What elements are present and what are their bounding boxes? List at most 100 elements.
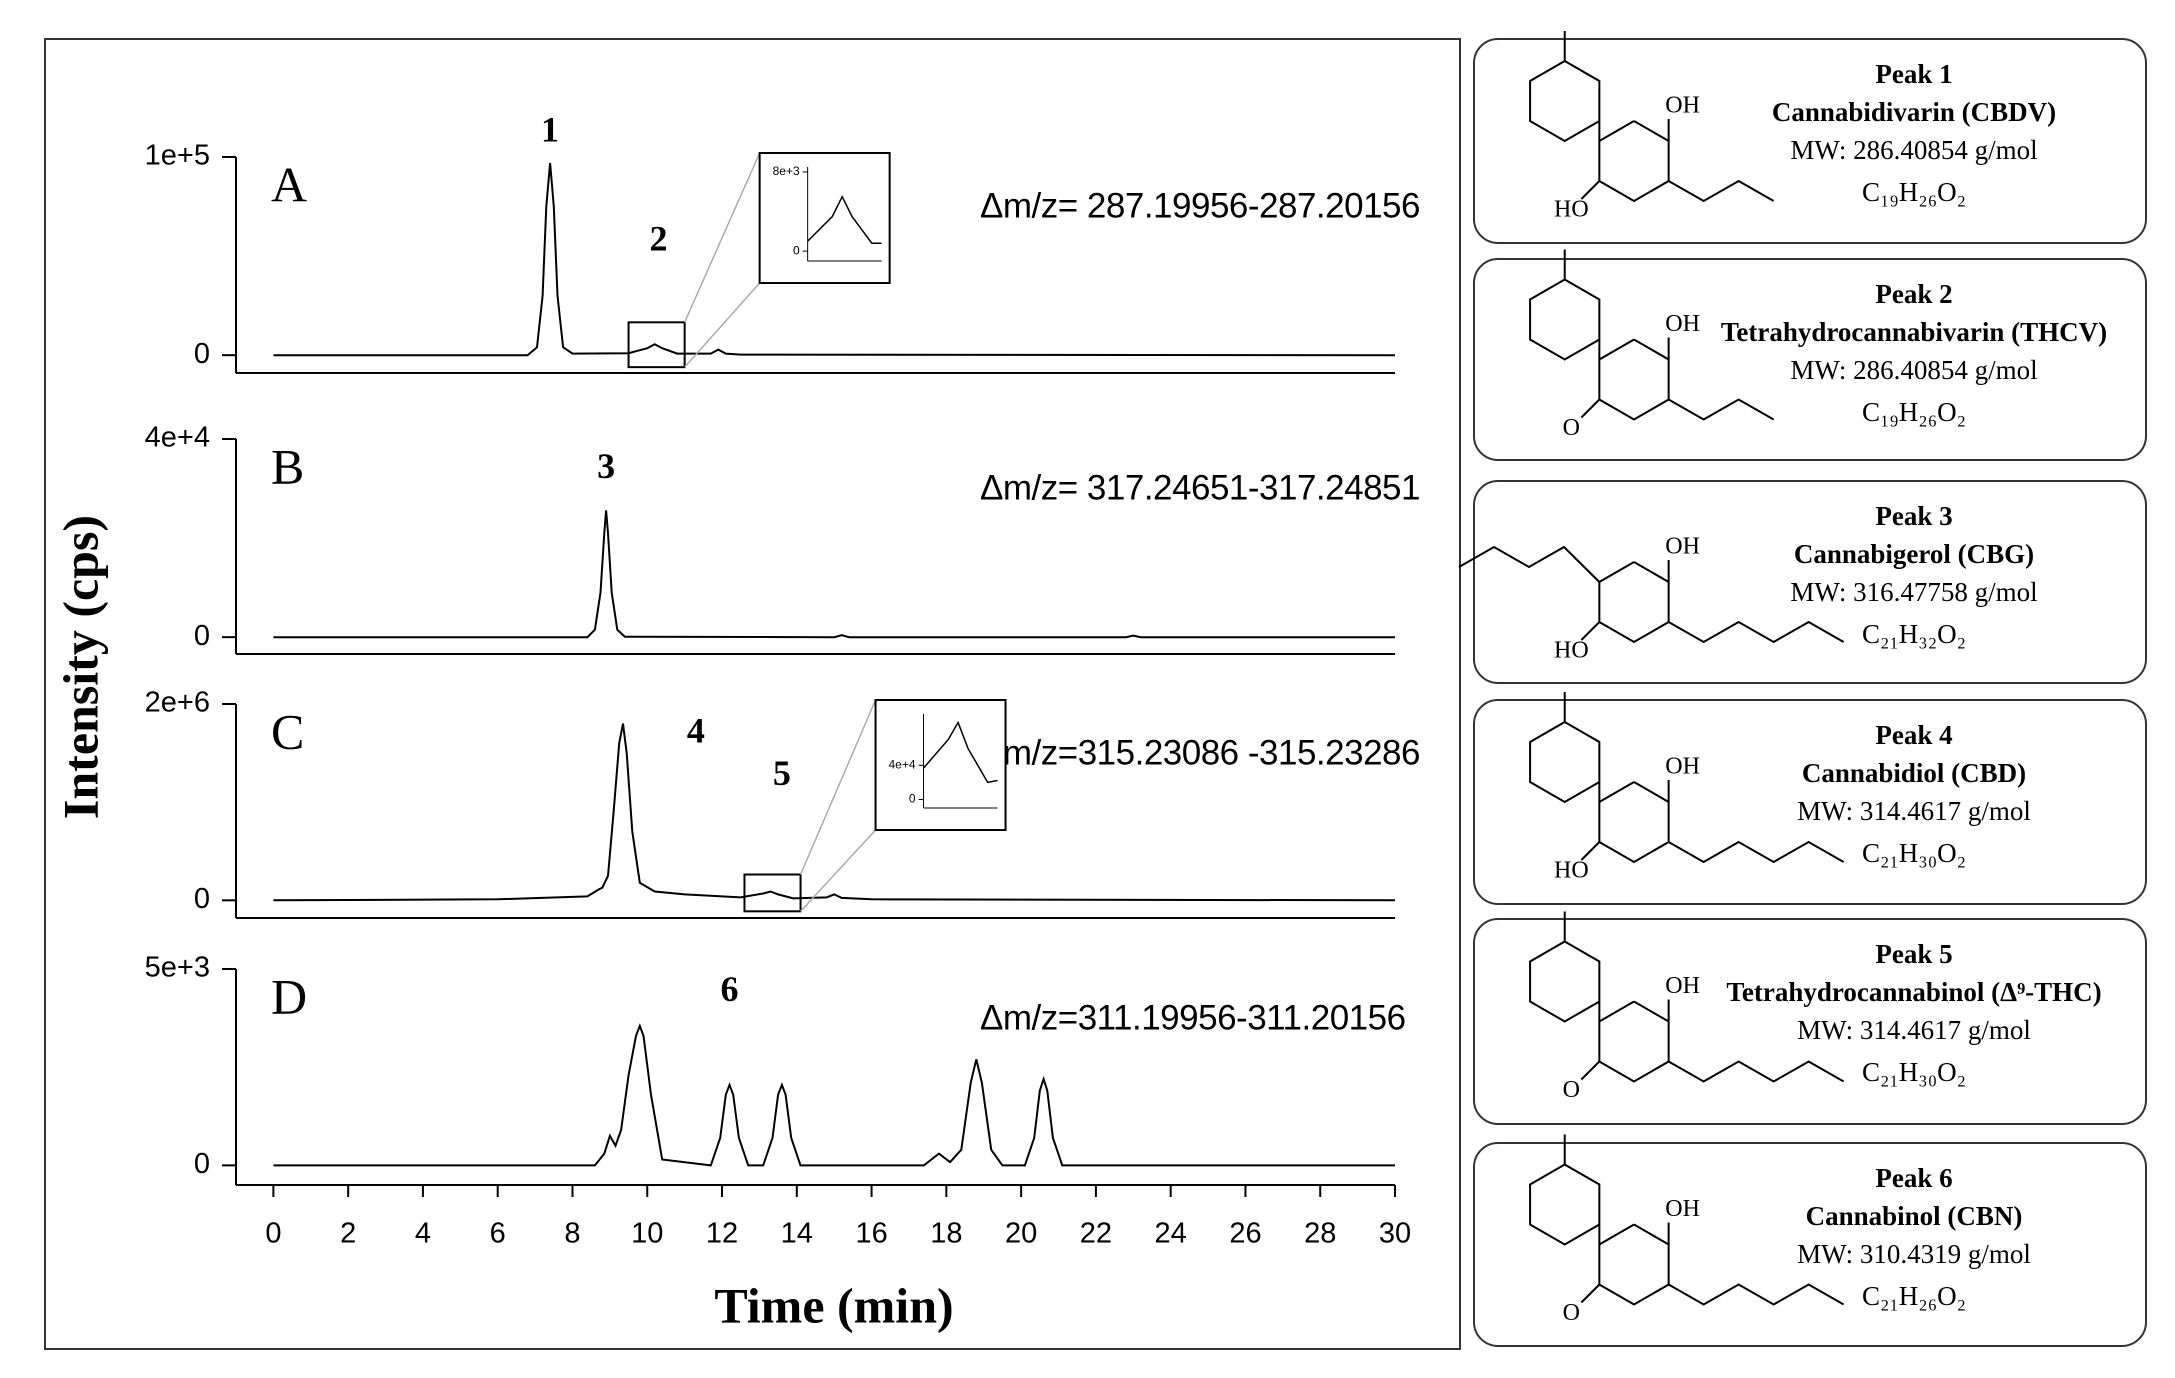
x-tick-label: 0 bbox=[265, 1218, 281, 1250]
compound-card: OH O Peak 5 Tetrahydrocannabinol (Δ⁹-THC) MW… bbox=[1473, 911, 2147, 1125]
x-tick-label: 6 bbox=[490, 1218, 506, 1250]
peak-title: Peak 6 bbox=[1875, 1163, 1952, 1193]
bond bbox=[1458, 545, 1601, 583]
peak-title: Peak 4 bbox=[1875, 720, 1952, 750]
bond bbox=[1580, 621, 1601, 641]
x-tick-label: 4 bbox=[415, 1218, 431, 1250]
bond bbox=[1668, 840, 1845, 864]
chromatogram-line bbox=[273, 1023, 1395, 1167]
zoom-region bbox=[743, 873, 802, 913]
molecular-weight: MW: 310.4319 g/mol bbox=[1797, 1239, 2031, 1269]
card-frame bbox=[1473, 918, 2147, 1125]
bond bbox=[1580, 1283, 1601, 1304]
atom-label: OH bbox=[1665, 1196, 1700, 1222]
x-tick-label: 16 bbox=[855, 1218, 887, 1250]
peak-label: 5 bbox=[773, 753, 791, 793]
bond bbox=[1668, 1283, 1845, 1306]
bond bbox=[1668, 179, 1775, 203]
compound-name: Tetrahydrocannabinol (Δ⁹-THC) bbox=[1726, 977, 2101, 1007]
mass-range: Δm/z= 317.24651-317.24851 bbox=[980, 468, 1420, 507]
bond bbox=[1529, 278, 1601, 361]
bond bbox=[1529, 940, 1601, 1023]
molecular-weight: MW: 314.4617 g/mol bbox=[1797, 796, 2031, 826]
bond bbox=[1668, 620, 1845, 644]
compound-name: Cannabinol (CBN) bbox=[1806, 1201, 2023, 1231]
bond bbox=[1668, 398, 1775, 421]
molecular-weight: MW: 286.40854 g/mol bbox=[1790, 135, 2037, 165]
panel-label: B bbox=[271, 438, 304, 494]
bond bbox=[1529, 721, 1601, 804]
x-tick-label: 26 bbox=[1229, 1218, 1261, 1250]
y-tick-label: 1e+5 bbox=[145, 140, 210, 172]
zoom-connector bbox=[683, 152, 761, 323]
molecular-weight: MW: 286.40854 g/mol bbox=[1790, 355, 2037, 385]
atom-label: HO bbox=[1554, 638, 1589, 664]
inset-y-tick-label: 0 bbox=[909, 792, 916, 806]
bond bbox=[1529, 60, 1601, 143]
x-tick-label: 14 bbox=[781, 1218, 813, 1250]
y-tick-label: 4e+4 bbox=[145, 422, 210, 454]
atom-label: OH bbox=[1665, 311, 1700, 337]
y-tick-label: 0 bbox=[194, 620, 210, 652]
chromatogram-line bbox=[273, 162, 1396, 357]
molecular-weight: MW: 314.4617 g/mol bbox=[1797, 1015, 2031, 1045]
compound-card: OH HO Peak 1 Cannabidivarin (CBDV) MW: 286.4… bbox=[1473, 31, 2147, 244]
x-tick-label: 12 bbox=[706, 1218, 738, 1250]
formula: C₂₁H₂₆O₂ bbox=[1862, 1281, 1966, 1311]
molecular-weight: MW: 316.47758 g/mol bbox=[1790, 577, 2037, 607]
atom-label: OH bbox=[1665, 93, 1700, 119]
card-frame bbox=[1473, 38, 2147, 244]
card-frame bbox=[1473, 480, 2147, 684]
bond bbox=[1580, 180, 1601, 200]
zoom-connector bbox=[799, 699, 877, 875]
compound-name: Cannabidiol (CBD) bbox=[1802, 758, 2026, 788]
zoom-connector bbox=[684, 282, 761, 368]
zoom-region bbox=[627, 321, 686, 369]
chromatogram-line bbox=[273, 510, 1395, 639]
x-tick-label: 18 bbox=[930, 1218, 962, 1250]
x-tick-label: 2 bbox=[340, 1218, 356, 1250]
x-tick-label: 10 bbox=[631, 1218, 663, 1250]
atom-label: O bbox=[1563, 1300, 1580, 1326]
peak-title: Peak 3 bbox=[1875, 501, 1952, 531]
x-tick-label: 8 bbox=[564, 1218, 580, 1250]
formula: C₂₁H₃₂O₂ bbox=[1862, 619, 1966, 649]
card-frame bbox=[1473, 699, 2147, 905]
y-axis-label: Intensity (cps) bbox=[52, 515, 108, 819]
x-tick-label: 20 bbox=[1005, 1218, 1037, 1250]
peak-title: Peak 1 bbox=[1875, 59, 1952, 89]
peak-label: 3 bbox=[597, 446, 615, 486]
mass-range: Δm/z=311.19956-311.20156 bbox=[980, 998, 1406, 1037]
panel-label: C bbox=[271, 703, 304, 759]
mass-range: Δm/z=315.23086 -315.23286 bbox=[980, 733, 1420, 772]
x-tick-label: 30 bbox=[1379, 1218, 1411, 1250]
atom-label: HO bbox=[1554, 858, 1589, 884]
peak-label: 4 bbox=[687, 711, 705, 751]
peak-label: 6 bbox=[721, 969, 739, 1009]
atom-label: O bbox=[1563, 415, 1580, 441]
x-axis-label: Time (min) bbox=[714, 1277, 953, 1333]
compound-card: OH O Peak 2 Tetrahydrocannabivarin (THCV) MW… bbox=[1473, 249, 2147, 461]
x-tick-label: 22 bbox=[1080, 1218, 1112, 1250]
card-frame bbox=[1473, 258, 2147, 461]
compound-card: OH HO Peak 4 Cannabidiol (CBD) MW: 314.4617 … bbox=[1473, 692, 2147, 905]
atom-label: OH bbox=[1665, 534, 1700, 560]
inset-y-tick-label: 0 bbox=[793, 243, 800, 257]
peak-label: 1 bbox=[541, 109, 559, 149]
peak-label: 2 bbox=[649, 218, 667, 258]
bond bbox=[1580, 398, 1601, 419]
compound-name: Cannabigerol (CBG) bbox=[1794, 539, 2034, 569]
formula: C₁₉H₂₆O₂ bbox=[1862, 177, 1966, 207]
compound-card: OH HO Peak 3 Cannabigerol (CBG) MW: 316.4775… bbox=[1458, 480, 2147, 684]
formula: C₁₉H₂₆O₂ bbox=[1862, 397, 1966, 427]
card-frame bbox=[1473, 1142, 2147, 1347]
atom-label: O bbox=[1563, 1077, 1580, 1103]
y-tick-label: 0 bbox=[194, 1148, 210, 1180]
y-tick-label: 0 bbox=[194, 338, 210, 370]
bond bbox=[1580, 841, 1601, 861]
formula: C₂₁H₃₀O₂ bbox=[1862, 1057, 1966, 1087]
atom-label: OH bbox=[1665, 754, 1700, 780]
y-tick-label: 2e+6 bbox=[145, 687, 210, 719]
compound-card: OH O Peak 6 Cannabinol (CBN) MW: 310.4319 g/… bbox=[1473, 1134, 2147, 1347]
